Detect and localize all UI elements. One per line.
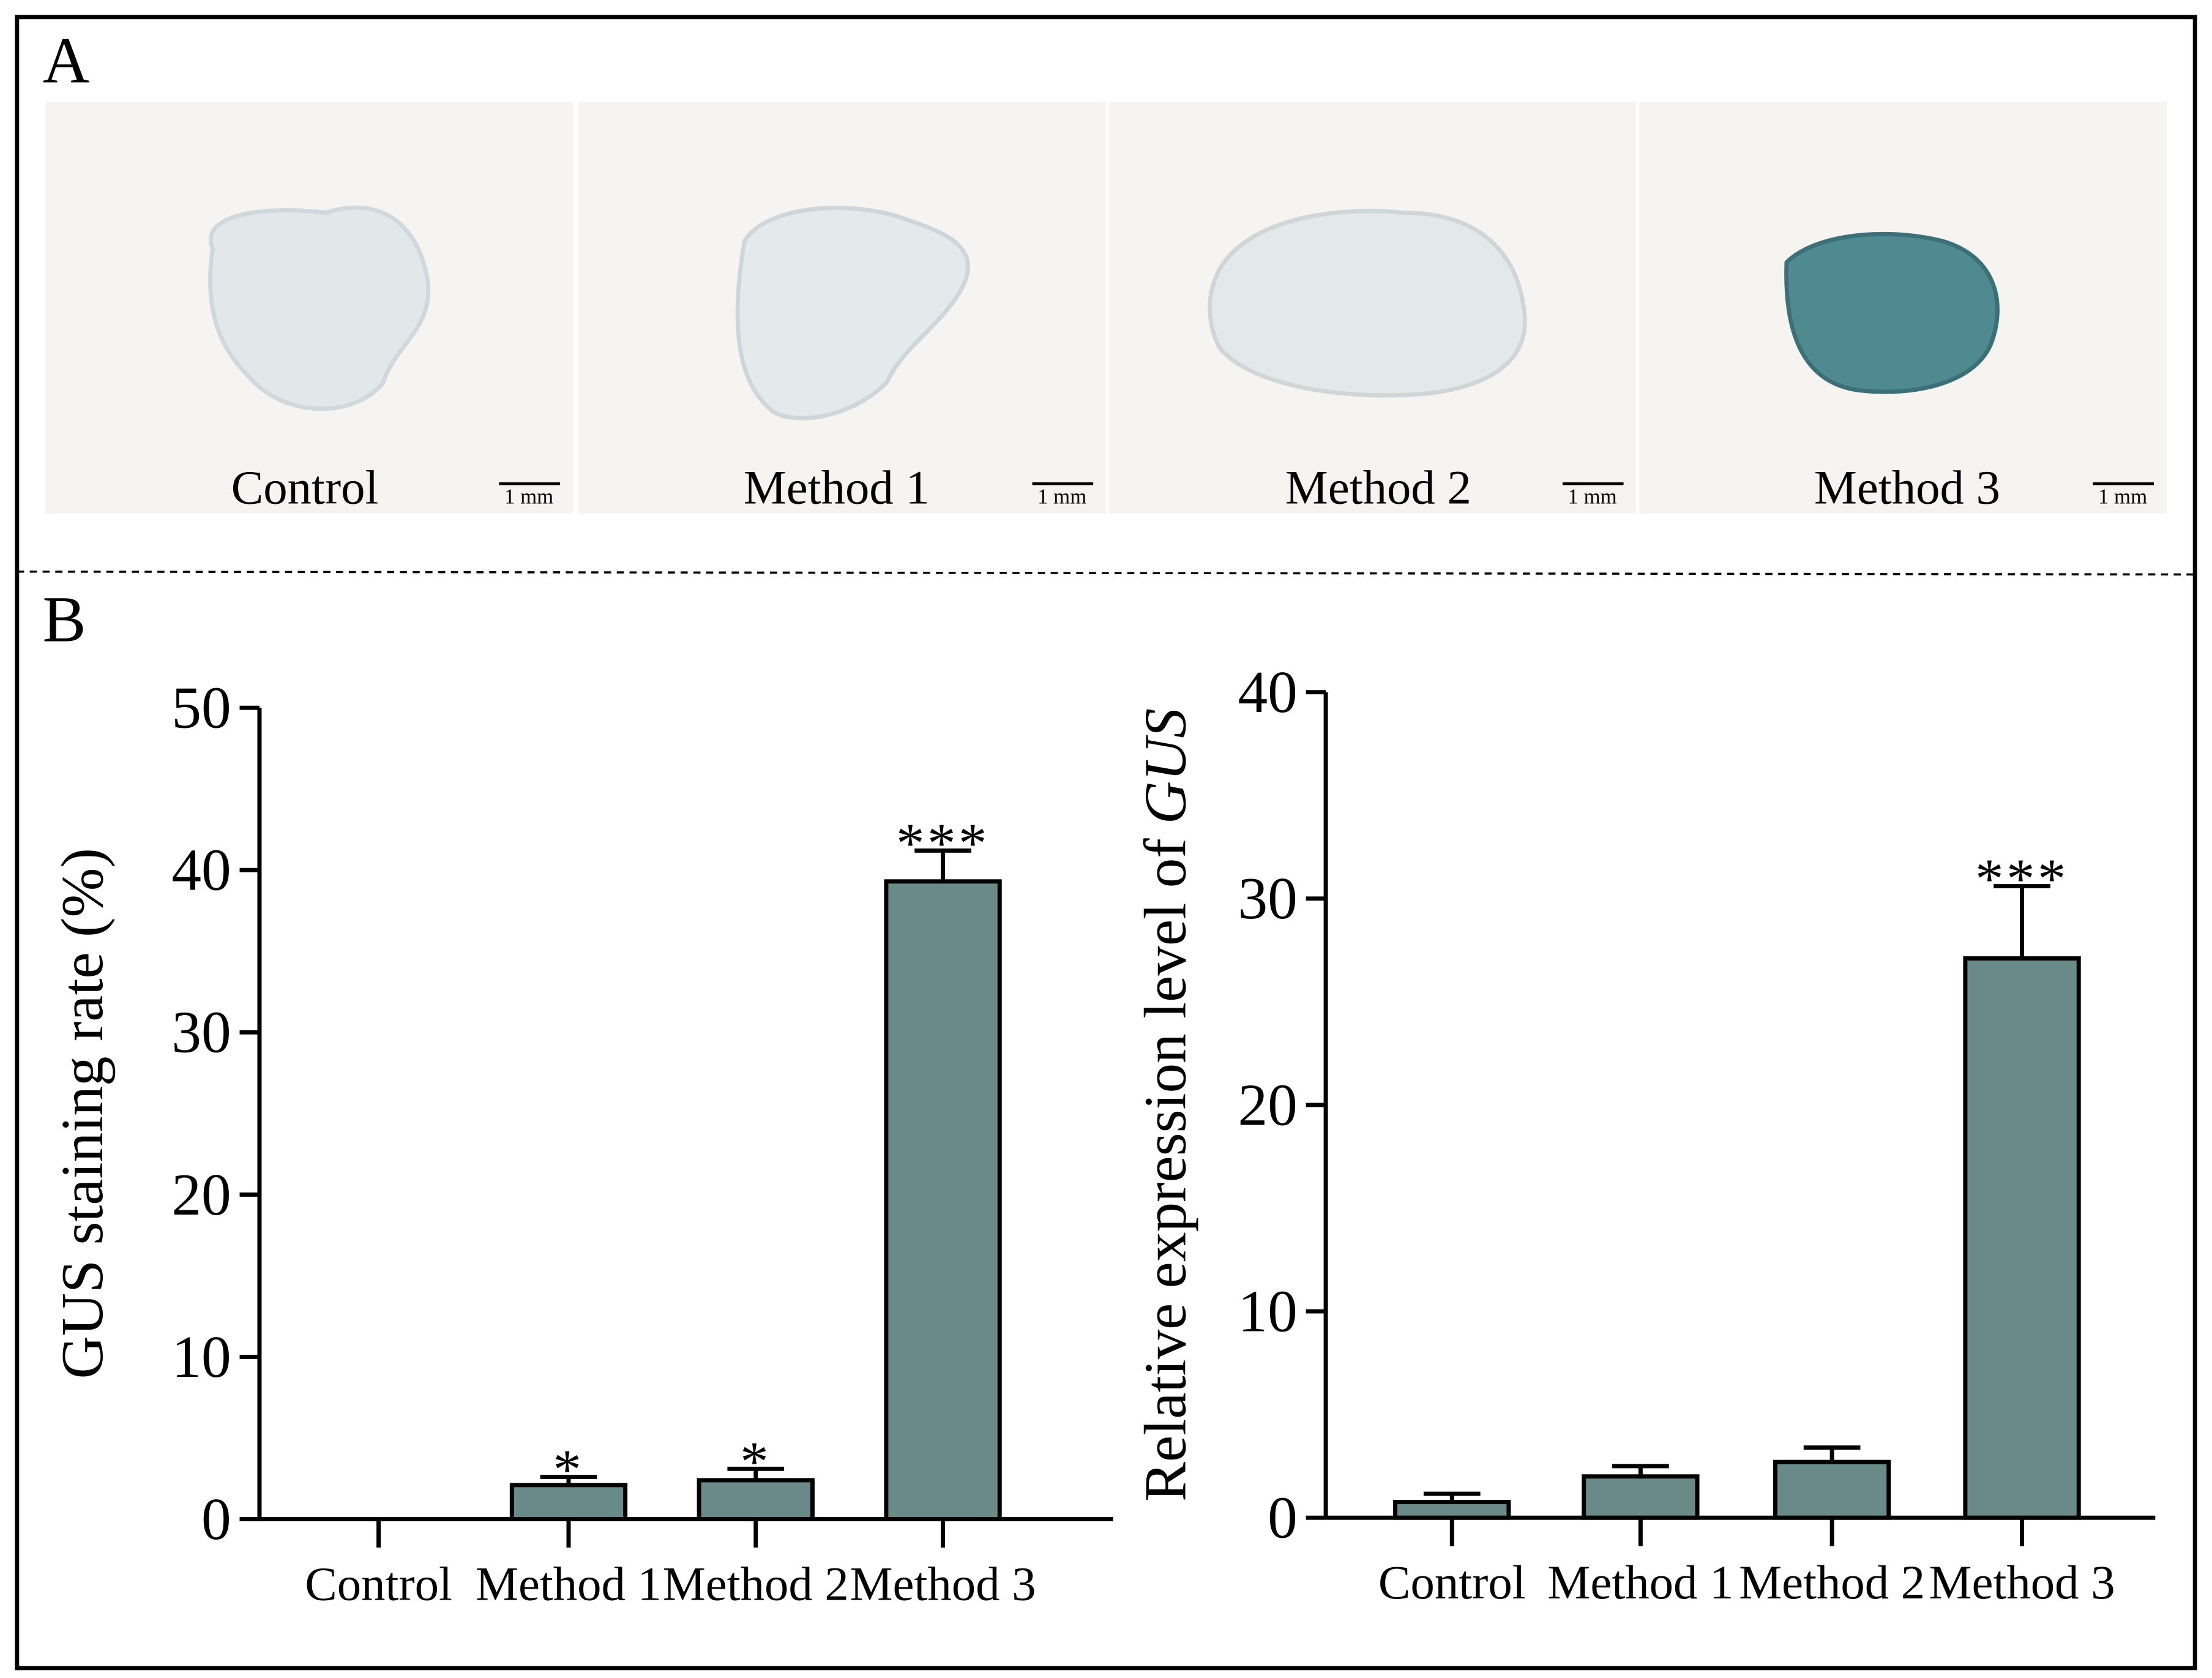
y-tick-label: 30 bbox=[171, 1000, 231, 1066]
significance: *** bbox=[1975, 847, 2069, 910]
x-tick-label: Control bbox=[1378, 1556, 1526, 1609]
y-tick-label: 0 bbox=[201, 1486, 231, 1553]
y-tick-label: 30 bbox=[1238, 866, 1297, 932]
y-tick-label: 20 bbox=[171, 1162, 231, 1228]
scale-bar-label: 1 mm bbox=[1037, 485, 1086, 509]
significance: *** bbox=[896, 812, 990, 875]
x-tick-label: Method 2 bbox=[663, 1558, 849, 1611]
bar bbox=[1393, 1500, 1511, 1520]
y-tick-label: 50 bbox=[171, 675, 231, 741]
callus bbox=[208, 205, 431, 411]
y-axis-label-text: Relative expression level of bbox=[1133, 838, 1199, 1502]
panel-label: B bbox=[42, 583, 86, 656]
x-tick-label: Method 1 bbox=[1547, 1556, 1733, 1609]
bar bbox=[697, 1478, 815, 1521]
y-axis-label-italic: GUS bbox=[1133, 708, 1199, 824]
bar bbox=[509, 1483, 628, 1521]
callus bbox=[1208, 209, 1527, 398]
significance: * bbox=[553, 1438, 585, 1501]
y-tick-label: 10 bbox=[171, 1324, 231, 1390]
photo-label: Method 1 bbox=[744, 462, 930, 515]
significance: * bbox=[740, 1430, 771, 1493]
scale-bar-label: 1 mm bbox=[504, 485, 553, 509]
y-tick-label: 20 bbox=[1238, 1072, 1297, 1138]
y-tick-label: 0 bbox=[1268, 1485, 1298, 1551]
y-axis-label-text: GUS staining rate (%) bbox=[50, 848, 116, 1379]
x-tick-label: Method 3 bbox=[1929, 1556, 2115, 1609]
divider bbox=[17, 571, 2195, 576]
y-axis-label: Relative expression level of GUS bbox=[1133, 708, 1199, 1502]
panel-label: A bbox=[42, 24, 89, 97]
bar bbox=[1582, 1474, 1700, 1520]
bar bbox=[884, 879, 1002, 1521]
y-axis-label: GUS staining rate (%) bbox=[50, 848, 116, 1379]
photo-strip: Control 1 mm Method 1 1 mm Method 2 1 mm Metho… bbox=[45, 102, 2167, 515]
y-tick-label: 40 bbox=[171, 837, 231, 904]
bar bbox=[1963, 956, 2081, 1520]
scale-bar-label: 1 mm bbox=[2098, 485, 2147, 509]
x-tick-label: Control bbox=[305, 1558, 452, 1611]
y-tick-label: 10 bbox=[1238, 1278, 1297, 1344]
callus bbox=[1784, 231, 2000, 394]
bar bbox=[1773, 1459, 1891, 1520]
scale-bar-label: 1 mm bbox=[1568, 485, 1617, 509]
photo-label: Method 2 bbox=[1285, 462, 1471, 515]
callus bbox=[735, 206, 970, 421]
x-tick-label: Method 1 bbox=[476, 1558, 662, 1611]
x-tick-label: Method 3 bbox=[850, 1558, 1036, 1611]
photo-label: Control bbox=[231, 462, 379, 515]
y-tick-label: 40 bbox=[1238, 659, 1297, 725]
photo-label: Method 3 bbox=[1814, 462, 2000, 515]
x-tick-label: Method 2 bbox=[1739, 1556, 1925, 1609]
